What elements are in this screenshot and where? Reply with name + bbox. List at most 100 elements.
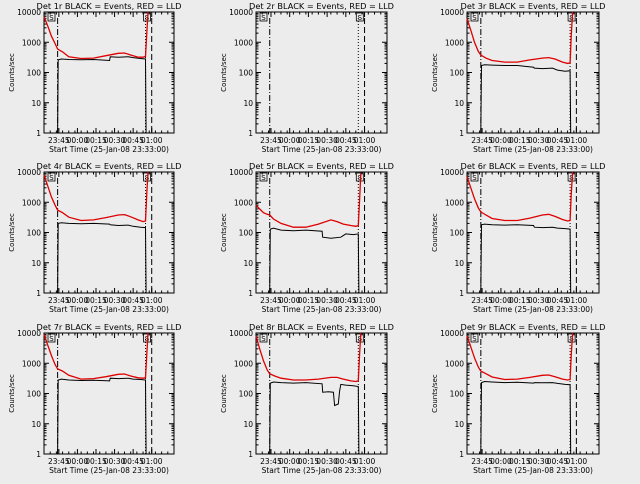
panel-det-3: Det 3r BLACK = Events, RED = LLD 1 10 100 10… — [431, 1, 605, 154]
y-tick-label: 10000 — [440, 8, 464, 17]
x-tick-label: 23:45 — [471, 457, 493, 466]
x-tick-label: 00:15 — [85, 296, 107, 305]
marker-box-left — [47, 333, 56, 343]
x-tick-label: 00:45 — [547, 457, 569, 466]
series-line-events — [57, 56, 147, 134]
marker-s-left: S — [261, 174, 266, 182]
y-tick-label: 100 — [450, 69, 465, 78]
marker-s-left: S — [472, 14, 477, 22]
y-axis-label: Counts/sec — [8, 213, 16, 252]
y-tick-label: 1000 — [22, 359, 41, 368]
series-line-lld — [255, 332, 362, 383]
y-tick-label: 1000 — [445, 359, 464, 368]
y-tick-label: 10000 — [229, 168, 253, 177]
x-tick-label: 00:30 — [104, 457, 126, 466]
y-tick-label: 1000 — [234, 38, 253, 47]
panel-title: Det 2r BLACK = Events, RED = LLD — [249, 1, 394, 11]
axes-frame — [43, 332, 175, 455]
x-tick-label: 00:30 — [528, 457, 550, 466]
x-tick-label: 00:00 — [67, 136, 89, 145]
y-tick-label: 10 — [31, 420, 41, 429]
series-line-lld — [466, 332, 574, 381]
series-line-events — [480, 64, 572, 134]
panel-det-4: Det 4r BLACK = Events, RED = LLD 1 10 100 10… — [8, 161, 181, 314]
x-tick-label: 00:45 — [335, 136, 357, 145]
x-tick-label: 01:00 — [141, 296, 163, 305]
y-tick-label: 10000 — [229, 8, 253, 17]
x-tick-label: 00:15 — [509, 296, 531, 305]
x-axis-label: Start Time (25-Jan-08 23:33:00) — [49, 305, 169, 314]
marker-s-left: S — [261, 14, 266, 22]
y-tick-label: 1000 — [234, 198, 253, 207]
y-tick-label: 10 — [243, 259, 253, 268]
x-tick-label: 23:45 — [260, 136, 282, 145]
panel-det-6: Det 6r BLACK = Events, RED = LLD 1 10 100 10… — [431, 161, 605, 314]
x-tick-label: 23:45 — [471, 296, 493, 305]
y-tick-label: 100 — [239, 390, 254, 399]
y-axis-label: Counts/sec — [220, 213, 228, 252]
marker-s-right: S — [358, 14, 363, 22]
y-tick-label: 1000 — [234, 359, 253, 368]
y-tick-label: 10000 — [440, 329, 464, 338]
marker-box-left — [259, 172, 268, 182]
axes-frame — [466, 171, 600, 294]
x-axis-label: Start Time (25-Jan-08 23:33:00) — [262, 305, 382, 314]
y-tick-label: 100 — [27, 69, 42, 78]
panel-det-9: Det 9r BLACK = Events, RED = LLD 1 10 100 10… — [431, 322, 605, 475]
x-tick-label: 00:15 — [298, 136, 320, 145]
y-tick-label: 1 — [459, 450, 464, 459]
series-line-events — [480, 380, 572, 455]
axes-frame — [466, 332, 600, 455]
x-tick-label: 01:00 — [354, 136, 376, 145]
y-tick-label: 1 — [459, 289, 464, 298]
x-tick-label: 01:00 — [354, 296, 376, 305]
panel-det-2: Det 2r BLACK = Events, RED = LLD 1 10 100 10… — [220, 1, 394, 154]
y-tick-label: 10 — [454, 259, 464, 268]
y-tick-label: 100 — [450, 390, 465, 399]
axes-frame — [255, 11, 388, 134]
panel-det-5: Det 5r BLACK = Events, RED = LLD 1 10 100 10… — [220, 161, 394, 314]
marker-s-left: S — [49, 14, 54, 22]
y-tick-label: 100 — [450, 229, 465, 238]
series-line-lld — [466, 11, 574, 65]
series-line-lld — [43, 11, 149, 60]
y-tick-label: 10000 — [440, 168, 464, 177]
y-tick-label: 100 — [239, 229, 254, 238]
x-tick-label: 00:15 — [85, 457, 107, 466]
y-tick-label: 1000 — [22, 198, 41, 207]
y-tick-label: 1000 — [445, 198, 464, 207]
y-tick-label: 100 — [27, 390, 42, 399]
marker-box-left — [47, 172, 56, 182]
axes-frame — [255, 171, 388, 294]
y-tick-label: 1 — [36, 129, 41, 138]
y-axis-label: Counts/sec — [220, 53, 228, 92]
y-tick-label: 10 — [31, 99, 41, 108]
panel-det-8: Det 8r BLACK = Events, RED = LLD 1 10 100 10… — [220, 322, 394, 475]
x-tick-label: 00:15 — [509, 457, 531, 466]
x-tick-label: 23:45 — [48, 136, 70, 145]
y-tick-label: 1 — [36, 289, 41, 298]
x-tick-label: 01:00 — [566, 136, 588, 145]
panel-title: Det 9r BLACK = Events, RED = LLD — [461, 322, 606, 332]
x-tick-label: 00:45 — [122, 457, 144, 466]
x-tick-label: 23:45 — [48, 296, 70, 305]
marker-s-left: S — [49, 174, 54, 182]
panel-det-7: Det 7r BLACK = Events, RED = LLD 1 10 100 10… — [8, 322, 181, 475]
axes-frame — [255, 332, 388, 455]
marker-box-left — [470, 172, 479, 182]
marker-s-left: S — [472, 174, 477, 182]
x-tick-label: 00:00 — [279, 457, 301, 466]
series-line-events — [269, 227, 360, 294]
marker-s-left: S — [261, 335, 266, 343]
x-tick-label: 00:00 — [279, 296, 301, 305]
x-tick-label: 00:45 — [335, 457, 357, 466]
y-tick-label: 10000 — [17, 8, 41, 17]
x-tick-label: 01:00 — [141, 457, 163, 466]
x-tick-label: 00:30 — [528, 296, 550, 305]
y-tick-label: 1 — [248, 450, 253, 459]
x-tick-label: 00:00 — [279, 136, 301, 145]
axes-frame — [43, 11, 175, 134]
series-line-events — [269, 381, 360, 455]
x-tick-label: 00:15 — [298, 457, 320, 466]
